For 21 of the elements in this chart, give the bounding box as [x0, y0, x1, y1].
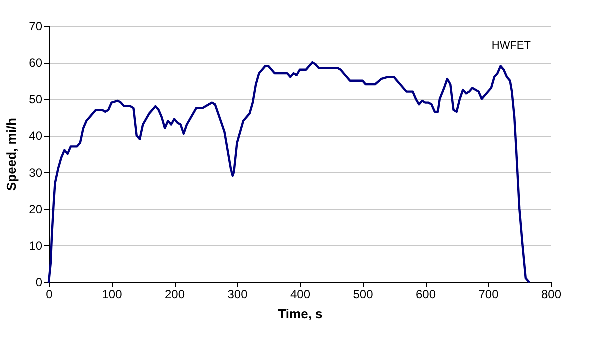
y-tick-label: 70: [29, 20, 43, 34]
y-tick-label: 50: [29, 92, 43, 107]
line-series: [48, 61, 530, 284]
x-tick-label: 400: [290, 288, 311, 302]
y-tick-label: 40: [29, 129, 43, 144]
y-axis-title: Speed, mi/h: [4, 118, 20, 191]
x-tick-label: 100: [102, 288, 123, 302]
x-tick-label: 0: [46, 288, 54, 302]
x-tick-label: 300: [228, 288, 248, 302]
x-tick-label: 800: [541, 288, 562, 302]
y-tick-label: 0: [36, 276, 43, 290]
x-tick-label: 600: [416, 288, 436, 302]
y-tick-label: 60: [29, 56, 43, 70]
x-axis-title: Time, s: [278, 306, 323, 322]
x-tick-label: 500: [353, 288, 374, 302]
y-tick-label: 30: [29, 166, 43, 180]
y-tick-label: 20: [29, 202, 43, 216]
y-tick-label: 10: [29, 238, 43, 253]
x-tick-label: 200: [164, 288, 186, 302]
x-tick-label: 700: [478, 288, 500, 302]
annotation: HWFET: [492, 40, 532, 52]
